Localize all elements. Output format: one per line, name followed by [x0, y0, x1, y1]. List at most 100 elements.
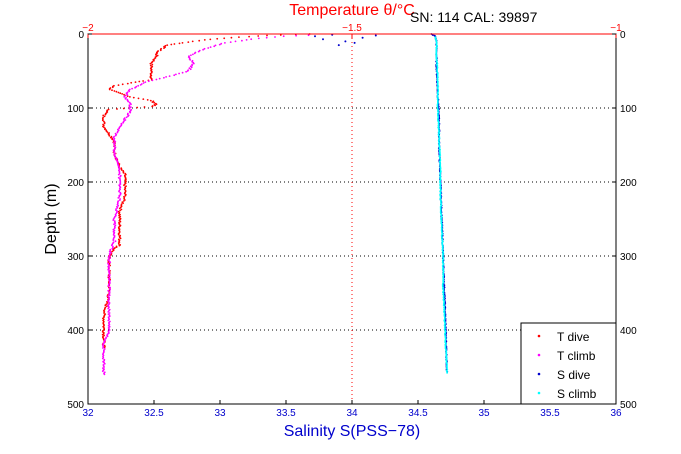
data-point	[107, 330, 110, 332]
legend-marker	[537, 334, 541, 338]
data-point	[118, 184, 121, 187]
data-point	[151, 105, 154, 108]
data-point	[224, 42, 226, 44]
data-point	[130, 108, 133, 111]
data-point	[112, 245, 114, 248]
salinity-tick-label: 34	[346, 408, 358, 419]
data-point	[165, 76, 168, 78]
data-point	[109, 257, 111, 259]
data-point	[142, 82, 145, 84]
data-point	[238, 36, 240, 38]
data-point	[107, 316, 110, 319]
data-point	[112, 142, 115, 144]
data-point	[105, 336, 107, 339]
legend-box	[520, 322, 617, 405]
data-point	[432, 34, 434, 36]
serial-calibration-label: SN: 114 CAL: 39897	[410, 9, 538, 25]
data-point	[117, 84, 120, 86]
data-point	[110, 251, 112, 254]
data-point	[266, 34, 268, 37]
data-point	[130, 106, 132, 108]
salinity-tick-label: 36	[610, 408, 622, 419]
data-point	[107, 108, 110, 111]
data-point	[175, 73, 177, 76]
data-point	[109, 136, 112, 139]
data-point	[191, 40, 194, 43]
data-point	[142, 80, 145, 82]
temperature-axis-label: Temperature θ/°C	[289, 2, 415, 19]
legend-marker	[537, 353, 541, 357]
data-point	[103, 358, 106, 361]
data-point	[111, 86, 114, 89]
depth-tick-label-left: 300	[67, 252, 84, 263]
data-point	[229, 41, 232, 43]
data-point	[108, 291, 111, 293]
data-point	[135, 85, 138, 88]
data-point	[108, 308, 111, 311]
data-point	[143, 106, 146, 108]
data-point	[216, 37, 219, 40]
data-point	[188, 67, 191, 70]
data-point	[119, 209, 121, 212]
data-point	[181, 71, 184, 74]
data-point	[122, 200, 125, 202]
data-point	[108, 269, 111, 272]
data-point	[188, 55, 190, 58]
data-point	[151, 101, 154, 103]
data-point	[136, 106, 139, 109]
salinity-tick-label: 35.5	[540, 408, 560, 419]
legend-marker	[537, 372, 541, 376]
data-point	[118, 244, 121, 247]
data-point	[374, 34, 377, 37]
depth-tick-label-right: 0	[620, 30, 626, 41]
data-point	[111, 89, 113, 92]
salinity-axis-label: Salinity S(PSS−78)	[284, 423, 421, 440]
data-point	[112, 249, 115, 252]
data-point	[150, 61, 153, 64]
data-point	[137, 84, 140, 87]
data-point	[116, 205, 118, 208]
data-point	[142, 98, 145, 100]
data-point	[163, 47, 165, 49]
data-point	[248, 35, 251, 38]
data-point	[109, 320, 111, 323]
data-point	[187, 69, 190, 71]
data-point	[114, 240, 117, 243]
data-point	[103, 348, 106, 350]
data-point	[194, 51, 197, 54]
data-point	[113, 90, 116, 92]
depth-tick-label-left: 400	[67, 326, 84, 337]
data-point	[107, 256, 110, 258]
data-point	[106, 333, 109, 336]
series-t-climb	[101, 34, 310, 376]
data-point	[187, 41, 190, 43]
depth-tick-label-left: 200	[67, 178, 84, 189]
data-point	[122, 171, 125, 174]
data-point	[107, 258, 110, 261]
salinity-tick-label: 34.5	[408, 408, 428, 419]
data-point	[213, 45, 216, 48]
data-point	[109, 248, 112, 251]
data-point	[120, 169, 123, 171]
data-point	[178, 72, 181, 75]
data-point	[109, 286, 111, 289]
data-point	[344, 40, 347, 43]
data-point	[114, 146, 117, 149]
legend-marker	[537, 391, 541, 395]
depth-tick-label-right: 200	[620, 178, 637, 189]
data-point	[112, 241, 115, 244]
temperature-tick-label: −1	[610, 23, 622, 34]
data-point	[116, 210, 118, 213]
data-point	[108, 312, 111, 314]
data-point	[118, 207, 121, 210]
salinity-tick-label: 32	[82, 408, 94, 419]
data-point	[116, 157, 118, 160]
data-point	[173, 74, 176, 77]
data-point	[115, 208, 117, 210]
data-point	[107, 289, 110, 292]
data-point	[119, 198, 121, 200]
data-point	[114, 132, 117, 135]
depth-tick-label-right: 400	[620, 326, 637, 337]
salinity-tick-label: 33	[214, 408, 226, 419]
data-point	[191, 59, 194, 62]
